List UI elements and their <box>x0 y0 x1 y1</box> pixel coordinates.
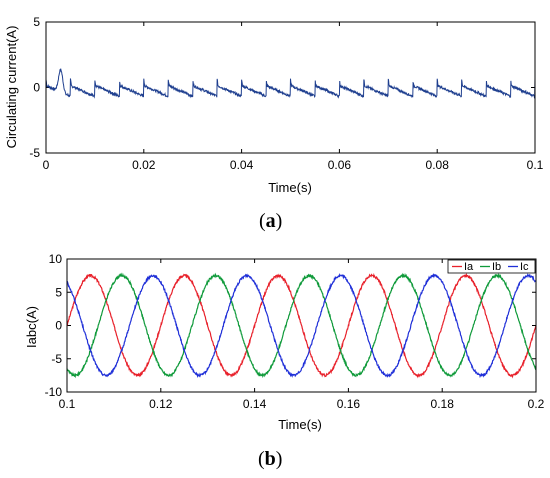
circulating-current-chart: Circulating current(A) Time(s) 0 0.02 0.04… <box>4 15 544 195</box>
chart-b-ytick-label: 10 <box>49 252 63 266</box>
chart-a-ytick-label: -5 <box>29 146 40 160</box>
chart-a-xtick-label: 0.04 <box>230 158 254 172</box>
chart-b-xtick-label: 0.16 <box>337 397 361 411</box>
chart-a-ylabel: Circulating current(A) <box>4 26 19 149</box>
chart-b-ytick-label: -10 <box>45 385 63 399</box>
chart-a-ytick-label: 5 <box>33 15 40 29</box>
chart-b-xtick-label: 0.12 <box>149 397 173 411</box>
chart-b-ytick-label: 0 <box>55 319 62 333</box>
chart-b-xtick-label: 0.14 <box>243 397 267 411</box>
chart-b-xtick-label: 0.1 <box>59 397 76 411</box>
chart-a-xtick-label: 0.02 <box>132 158 156 172</box>
chart-b-plot-area <box>66 258 537 393</box>
legend-label-ic: Ic <box>520 261 529 273</box>
panel-label-a: (a) <box>259 210 283 232</box>
chart-b-xtick-label: 0.2 <box>528 397 545 411</box>
chart-b-ytick-label: 5 <box>55 285 62 299</box>
chart-a-ytick-label: 0 <box>33 81 40 95</box>
chart-a-plot-area <box>45 21 536 154</box>
panel-label-b: (b) <box>258 448 283 470</box>
chart-b-xlabel: Time(s) <box>278 417 322 432</box>
three-phase-current-chart: Iabc(A) Time(s) 0.1 0.12 0.14 0.16 0.18 0.2 10… <box>24 252 545 432</box>
chart-b-ytick-label: -5 <box>51 352 62 366</box>
chart-a-xlabel: Time(s) <box>268 180 312 195</box>
circulating-current-line <box>45 68 536 99</box>
legend-label-ib: Ib <box>492 261 501 273</box>
chart-a-xtick-label: 0.06 <box>328 158 352 172</box>
series-line-ic <box>66 272 537 379</box>
chart-b-xtick-label: 0.18 <box>431 397 455 411</box>
series-line-ia <box>66 272 537 379</box>
series-line-ib <box>66 272 537 379</box>
chart-a-xtick-label: 0 <box>43 158 50 172</box>
chart-b-ylabel: Iabc(A) <box>24 306 39 348</box>
chart-a-xtick-label: 0.08 <box>426 158 450 172</box>
legend-box <box>447 259 536 274</box>
chart-b-legend: Ia Ib Ic <box>447 259 536 274</box>
chart-a-xtick-label: 0.1 <box>527 158 544 172</box>
legend-label-ia: Ia <box>464 261 474 273</box>
